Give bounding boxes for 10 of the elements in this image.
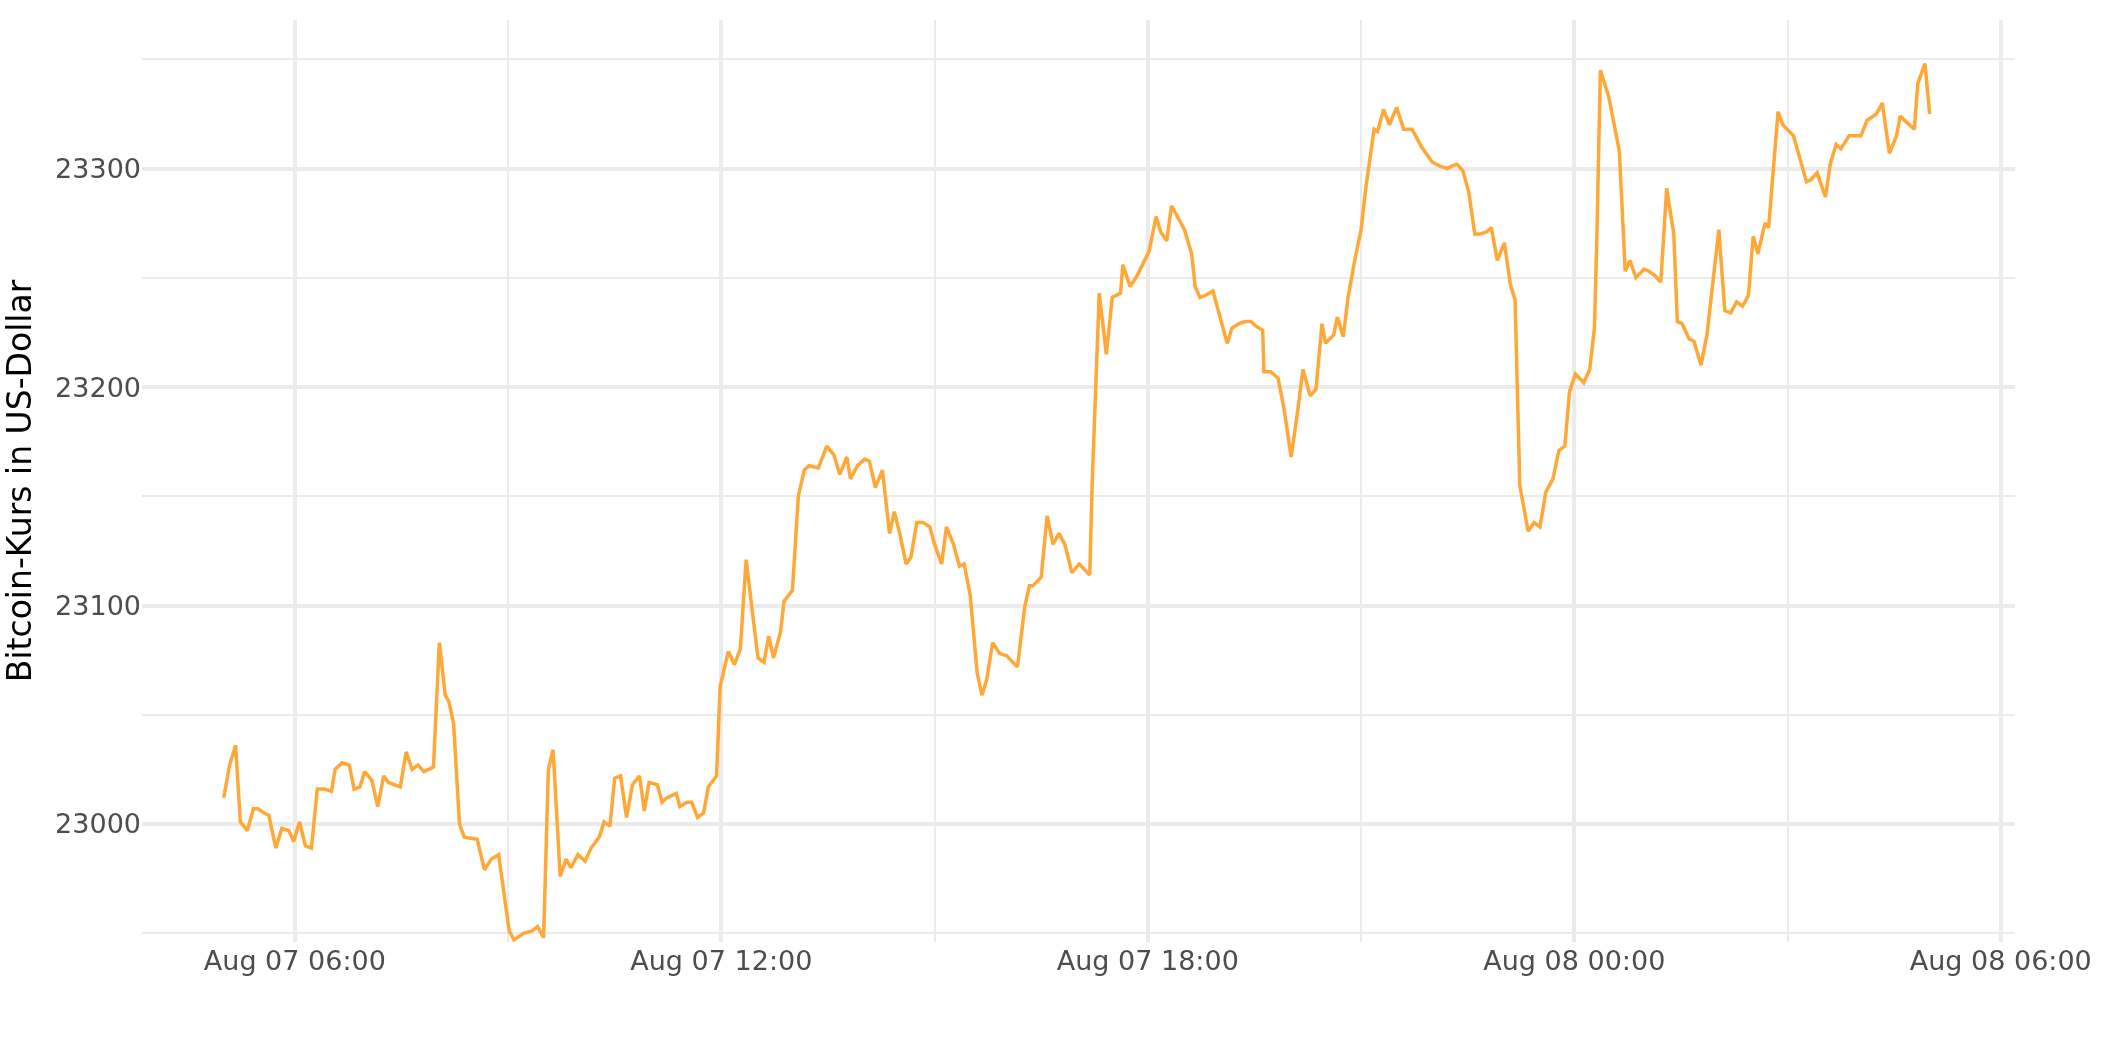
x-tick-label: Aug 07 06:00 <box>203 945 386 976</box>
y-tick-label: 23300 <box>55 153 141 185</box>
x-tick-label: Aug 08 00:00 <box>1483 945 1666 976</box>
y-tick-label: 23200 <box>55 371 141 403</box>
x-tick-label: Aug 08 06:00 <box>1909 945 2092 976</box>
y-axis-title: Bitcoin-Kurs in US-Dollar <box>0 279 39 683</box>
y-tick-label: 23000 <box>55 808 141 840</box>
y-tick-label: 23100 <box>55 589 141 621</box>
x-tick-label: Aug 07 18:00 <box>1056 945 1239 976</box>
x-tick-label: Aug 07 12:00 <box>630 945 813 976</box>
